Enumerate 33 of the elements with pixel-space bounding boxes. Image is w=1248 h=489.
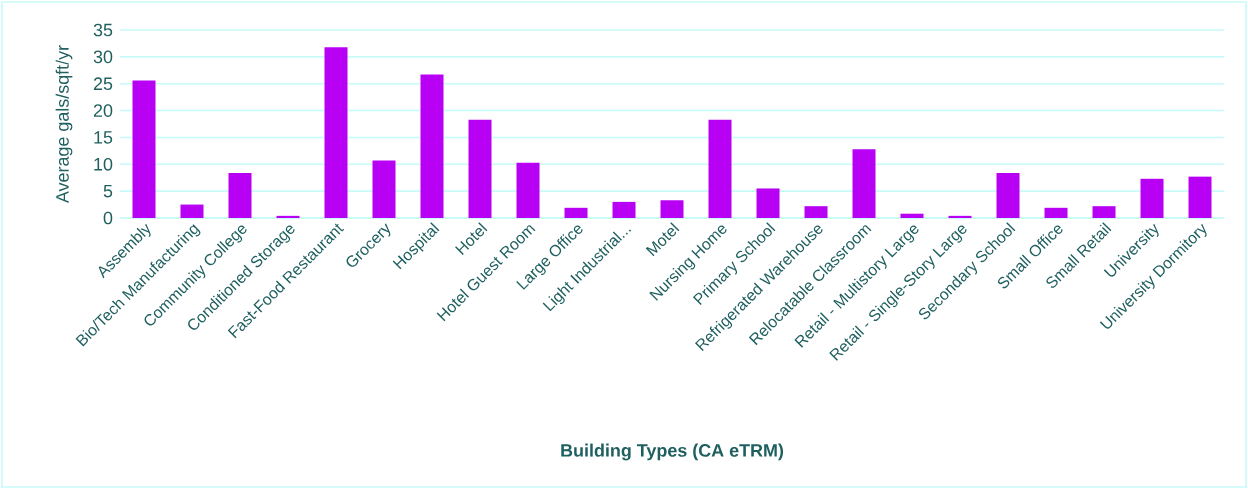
y-axis-title: Average gals/sqft/yr (55, 45, 73, 204)
y-tick-label: 35 (93, 23, 113, 37)
bar (564, 207, 588, 218)
bar (1044, 207, 1068, 218)
bar (228, 172, 252, 218)
bar (324, 47, 348, 218)
bar (660, 200, 684, 218)
y-tick-label: 5 (103, 184, 113, 198)
bar (468, 119, 492, 218)
bar (420, 74, 444, 218)
bar (804, 206, 828, 218)
y-tick-label: 0 (103, 211, 113, 225)
bar (516, 162, 540, 218)
bar (1092, 206, 1116, 218)
y-tick-label: 25 (93, 77, 113, 91)
bar (948, 215, 972, 218)
bar (756, 188, 780, 218)
bar (708, 119, 732, 218)
bar (900, 213, 924, 218)
bar (1188, 176, 1212, 218)
y-tick-label: 20 (93, 104, 113, 117)
bar (276, 215, 300, 218)
bar (180, 204, 204, 218)
y-tick-label: 10 (94, 157, 113, 171)
bar (1140, 178, 1164, 218)
y-tick-label: 15 (94, 131, 113, 144)
bar (372, 160, 396, 218)
x-axis-title: Building Types (CA eTRM) (561, 443, 784, 461)
y-tick-label: 30 (93, 50, 113, 64)
bar (996, 172, 1020, 218)
bar (852, 149, 876, 218)
bar (132, 80, 156, 218)
bar (612, 201, 636, 218)
